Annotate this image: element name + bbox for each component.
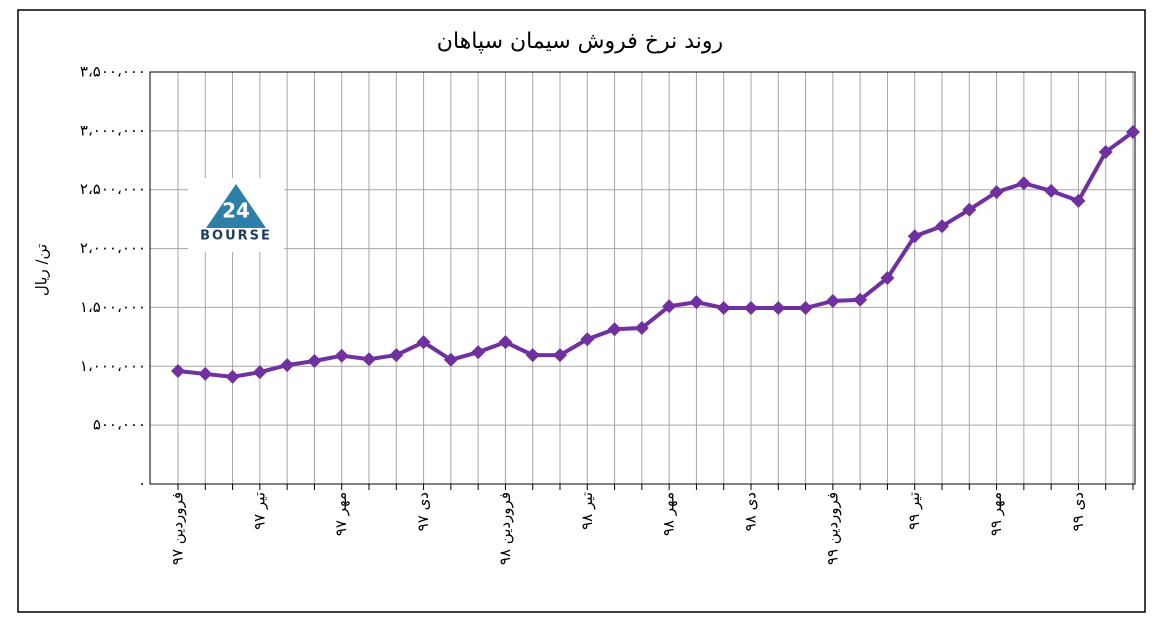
plot-border xyxy=(149,71,1136,485)
data-point xyxy=(771,301,786,316)
data-point xyxy=(607,322,622,337)
data-point xyxy=(362,352,376,367)
data-point xyxy=(798,301,813,316)
x-tick-label: مهر ۹۸ xyxy=(660,492,678,536)
y-tick-label: ۰ xyxy=(138,475,146,493)
data-point xyxy=(334,348,349,363)
data-point xyxy=(880,271,895,285)
data-point xyxy=(280,358,295,373)
data-point xyxy=(307,353,322,368)
data-point xyxy=(634,321,649,336)
data-point xyxy=(1098,145,1113,160)
data-point xyxy=(662,299,677,314)
data-point xyxy=(935,219,949,234)
x-tick-label: تیر ۹۷ xyxy=(250,492,268,530)
data-point xyxy=(416,335,431,350)
data-point xyxy=(498,335,513,350)
data-point xyxy=(443,352,458,367)
data-point xyxy=(825,293,840,308)
y-axis-title: تن/ ریال xyxy=(33,244,51,296)
x-tick-label: فروردین ۹۹ xyxy=(823,492,841,565)
data-point xyxy=(580,332,595,347)
data-point xyxy=(471,345,486,360)
y-tick-label: ۵۰۰،۰۰۰ xyxy=(93,416,146,434)
x-tick-label: تیر ۹۹ xyxy=(905,492,923,530)
data-point xyxy=(225,369,240,384)
x-tick-label: مهر ۹۹ xyxy=(987,492,1005,536)
logo-triangle xyxy=(206,184,266,228)
data-point xyxy=(907,229,922,244)
x-tick-label: تیر ۹۸ xyxy=(578,492,596,530)
data-point xyxy=(1016,176,1031,191)
x-tick-label: دی ۹۹ xyxy=(1069,492,1087,531)
data-point xyxy=(389,348,404,363)
data-point xyxy=(689,295,704,310)
plot-area: ۰ ۵۰۰،۰۰۰ ۱،۰۰۰،۰۰۰ ۱،۵۰۰،۰۰۰ ۲،۰۰۰،۰۰۰ ۲،۵۰۰… xyxy=(80,63,1140,565)
data-point xyxy=(1126,125,1140,140)
chart-frame xyxy=(17,9,1146,613)
data-point xyxy=(553,348,567,363)
x-tick-label: فروردین ۹۸ xyxy=(496,492,514,565)
x-tick-label: دی ۹۷ xyxy=(414,492,432,531)
data-point xyxy=(198,366,213,381)
logo: 24 BOURSE xyxy=(188,178,284,252)
y-tick-label: ۲،۵۰۰،۰۰۰ xyxy=(80,180,146,198)
x-tick-label: فروردین ۹۷ xyxy=(169,492,187,565)
x-tick-label: مهر ۹۷ xyxy=(332,492,350,536)
y-tick-label: ۳،۰۰۰،۰۰۰ xyxy=(80,121,146,139)
data-point xyxy=(1071,193,1086,208)
y-tick-label: ۳،۵۰۰،۰۰۰ xyxy=(80,63,146,81)
logo-mark: 24 xyxy=(222,199,250,223)
chart-title: روند نرخ فروش سیمان سپاهان xyxy=(437,29,723,54)
data-point xyxy=(252,365,267,380)
data-point xyxy=(962,202,977,217)
x-tick-label: دی ۹۸ xyxy=(742,492,760,531)
data-point xyxy=(716,301,731,316)
y-tick-label: ۱،۰۰۰،۰۰۰ xyxy=(80,357,146,375)
data-point xyxy=(525,348,540,363)
data-point xyxy=(989,185,1004,200)
logo-text: BOURSE xyxy=(200,229,272,244)
data-point xyxy=(171,363,185,378)
y-tick-label: ۱،۵۰۰،۰۰۰ xyxy=(80,298,146,316)
data-point xyxy=(853,292,868,307)
y-tick-label: ۲،۰۰۰،۰۰۰ xyxy=(80,239,146,257)
data-point xyxy=(744,301,758,316)
data-point xyxy=(1044,183,1059,198)
